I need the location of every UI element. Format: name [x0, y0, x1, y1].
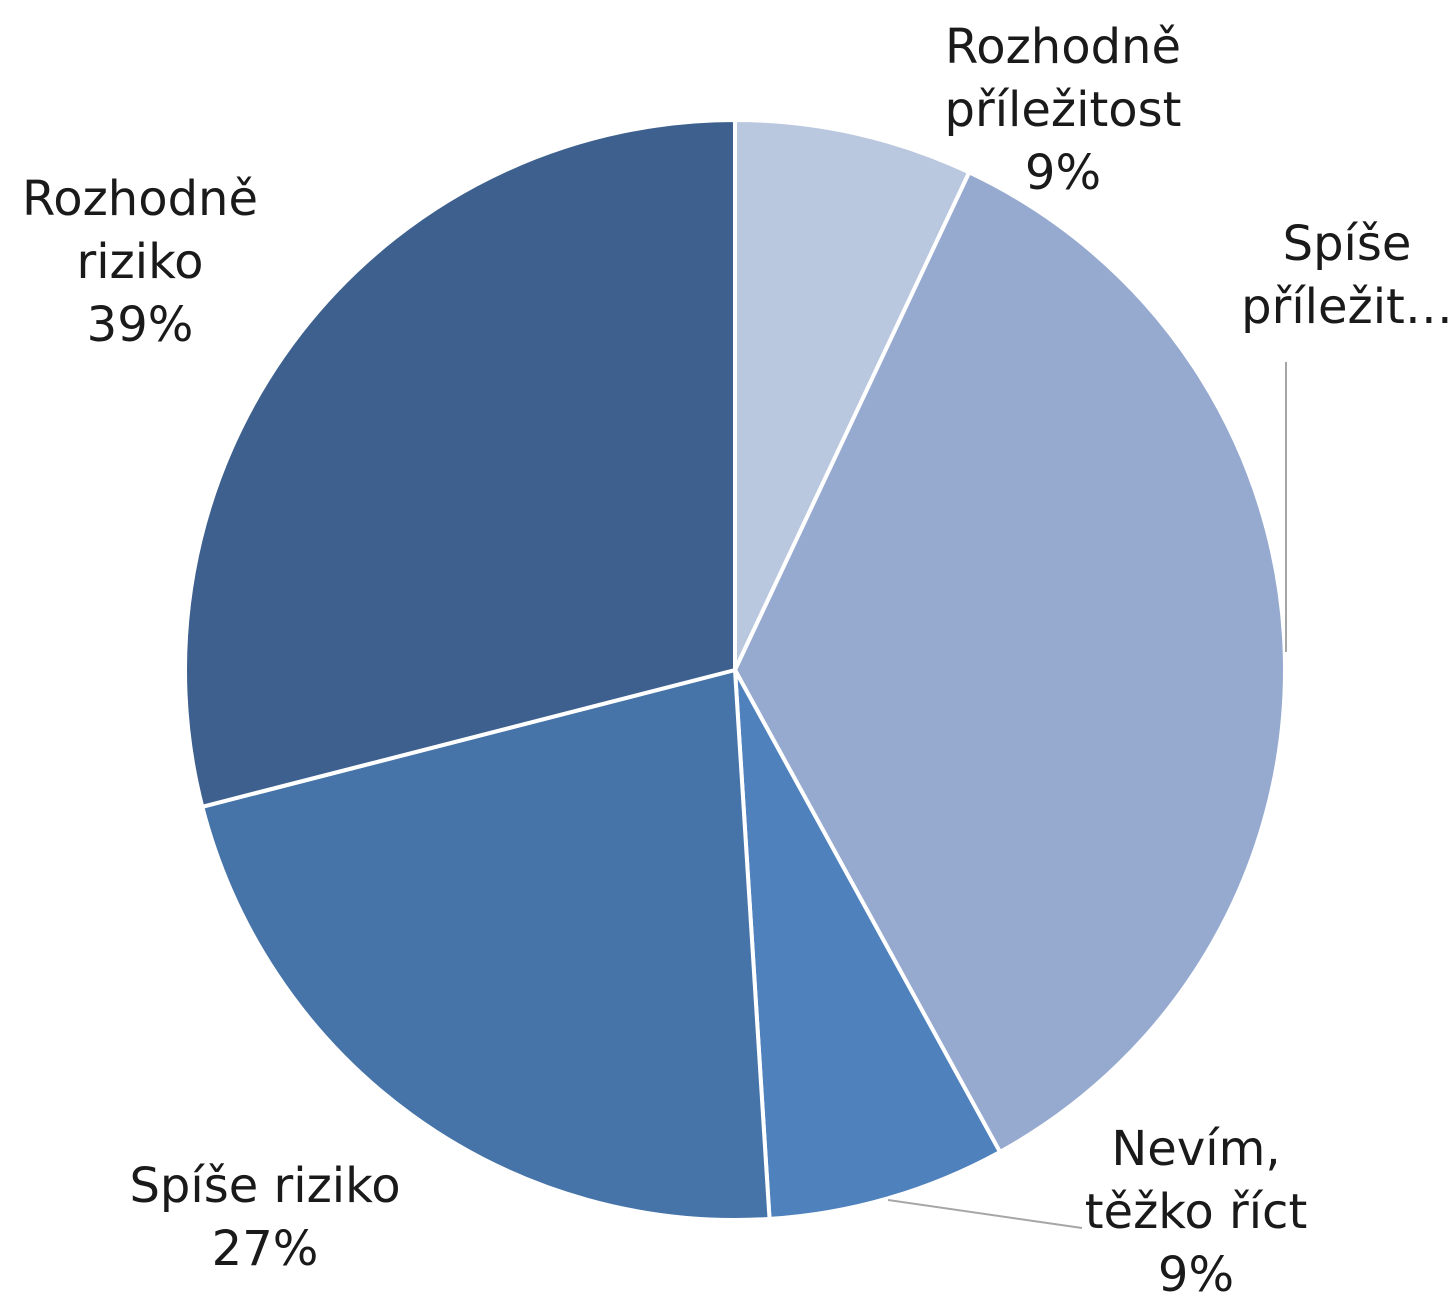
pie-slice — [733, 118, 972, 672]
pie-slice — [183, 118, 737, 809]
slice-value-label: 27% — [212, 1221, 319, 1277]
pie-slice — [733, 668, 1002, 1221]
slice-label: Rozhodně příležitost 9% — [945, 19, 1182, 201]
pie-slice — [733, 170, 1287, 1154]
slice-name-label: příležitost — [945, 82, 1182, 138]
slice-label: Rozhodně riziko 39% — [22, 171, 258, 353]
slice-name-label: riziko — [76, 234, 203, 290]
slice-labels: Rozhodně příležitost 9% Spíše příležit… Nevím… — [22, 19, 1453, 1295]
slice-label: Spíše riziko 27% — [129, 1158, 400, 1277]
slice-name-label: příležit… — [1241, 279, 1453, 335]
slice-name-label: Spíše — [1283, 216, 1412, 272]
slice-value-label: 39% — [87, 297, 194, 353]
slice-name-label: těžko říct — [1085, 1184, 1308, 1240]
slice-name-label: Rozhodně — [22, 171, 258, 227]
pie-slices — [183, 118, 1287, 1222]
slice-name-label: Spíše riziko — [129, 1158, 400, 1214]
leader-lines — [887, 362, 1287, 1229]
slice-name-label: Nevím, — [1111, 1121, 1280, 1177]
pie-slice — [200, 668, 772, 1222]
slice-value-label: 9% — [1158, 1247, 1234, 1295]
slice-label: Nevím, těžko říct 9% — [1085, 1121, 1308, 1295]
slice-value-label: 9% — [1025, 145, 1101, 201]
slice-name-label: Rozhodně — [945, 19, 1181, 75]
leader-line — [887, 1199, 1083, 1229]
slice-label: Spíše příležit… — [1241, 216, 1453, 335]
